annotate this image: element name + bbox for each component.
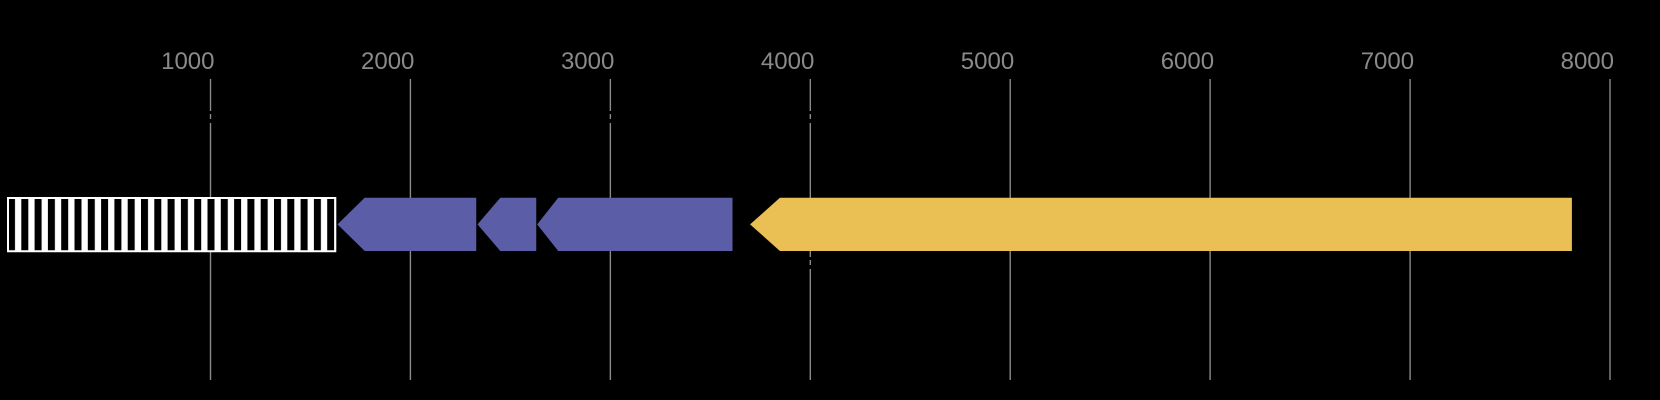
svg-text:1000: 1000 xyxy=(161,48,214,75)
svg-text:8000: 8000 xyxy=(1561,48,1614,75)
svg-text:4000: 4000 xyxy=(761,48,814,75)
svg-text:2000: 2000 xyxy=(361,48,414,75)
svg-text:5000: 5000 xyxy=(961,48,1014,75)
svg-text:7000: 7000 xyxy=(1361,48,1414,75)
svg-text:3000: 3000 xyxy=(561,48,614,75)
svg-text:6000: 6000 xyxy=(1161,48,1214,75)
